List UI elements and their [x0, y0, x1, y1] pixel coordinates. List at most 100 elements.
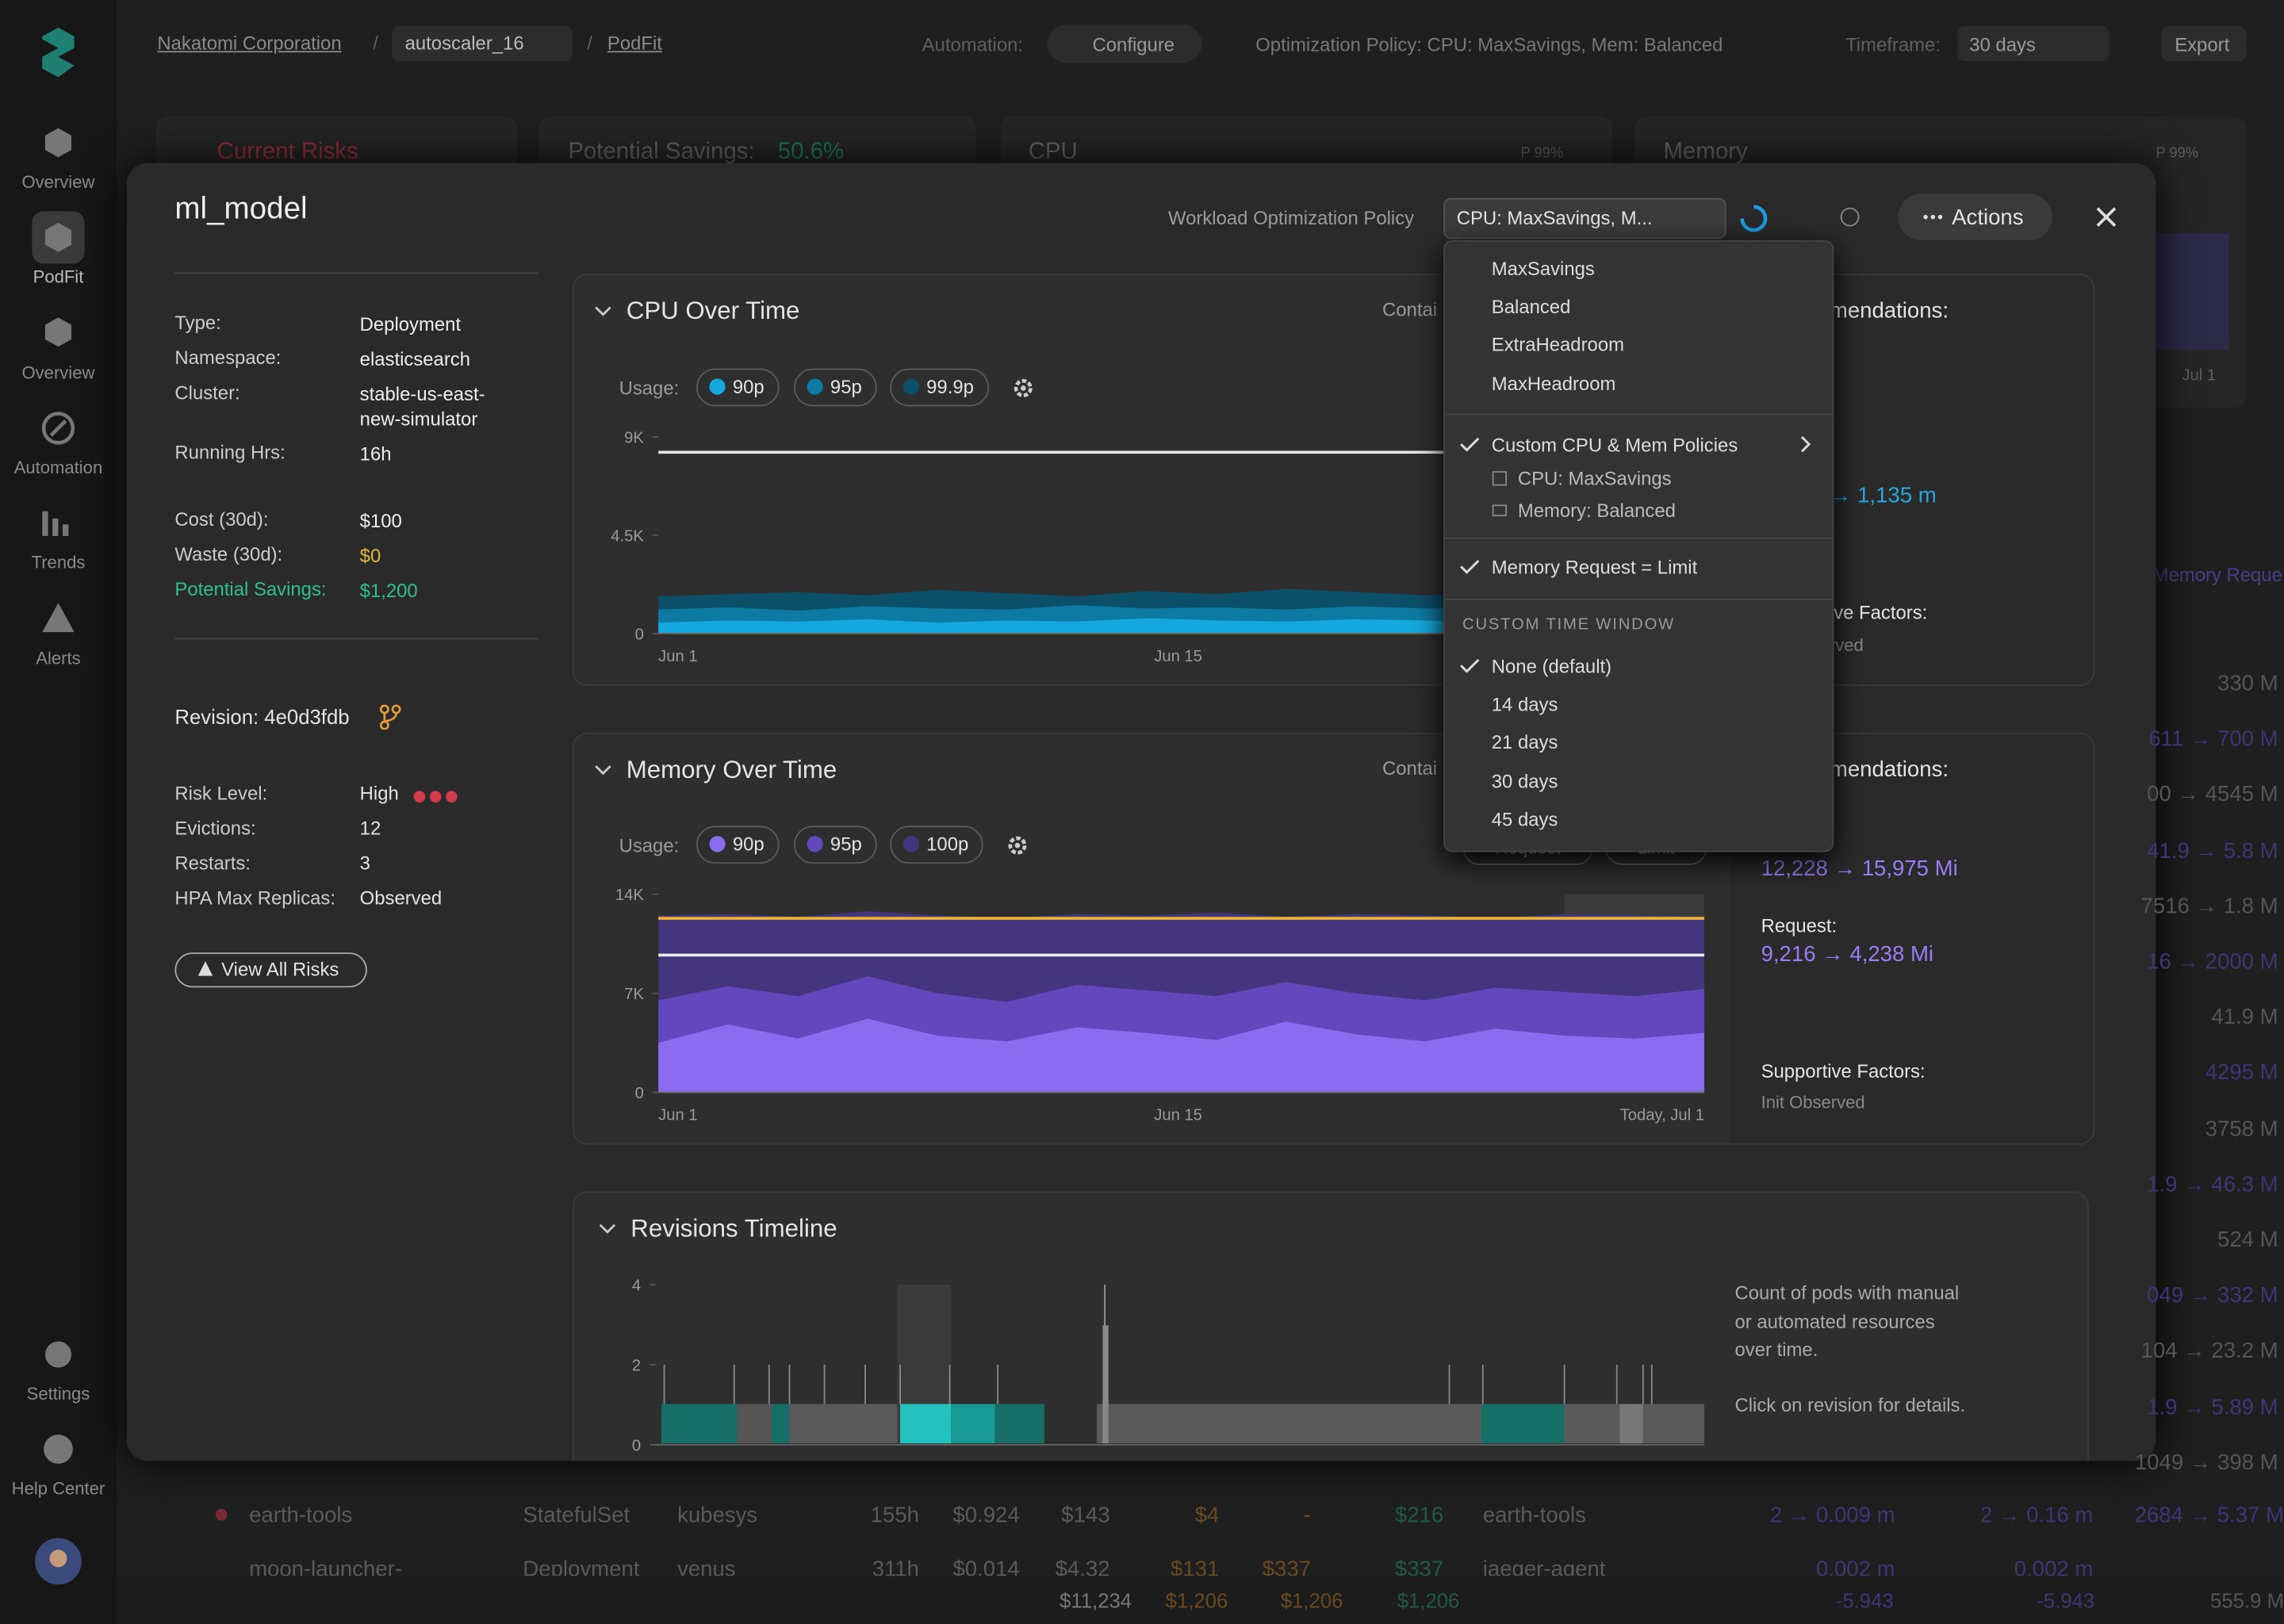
bg-cell: 41.9 → 5.8 M [2147, 838, 2278, 864]
x-tick-label: Jun 15 [1154, 648, 1202, 665]
dropdown-item[interactable]: 30 days [1491, 769, 1558, 792]
nav-label[interactable]: Overview [21, 362, 95, 384]
dropdown-item[interactable]: Balanced [1491, 296, 1571, 318]
bg-cell: StatefulSet [523, 1503, 630, 1528]
usage-label: Usage: [619, 377, 680, 400]
y-tick-label: 4 [632, 1277, 641, 1294]
timeframe[interactable]: 30 days [1969, 33, 2036, 56]
dropdown-item[interactable]: 45 days [1491, 807, 1558, 830]
usage-label: Usage: [619, 834, 680, 856]
detail-value: elasticsearch [359, 347, 471, 370]
dropdown-item[interactable]: Memory Request = Limit [1491, 556, 1698, 579]
x-tick-label: Jun 15 [1154, 1106, 1202, 1124]
bg-cell: 4295 M [2205, 1060, 2278, 1086]
risk-label: HPA Max Replicas: [174, 887, 335, 910]
close[interactable] [2094, 205, 2117, 228]
risk-value: Observed [359, 887, 443, 910]
detail-label: Waste (30d): [174, 543, 283, 565]
legend-chip[interactable]: 90p [696, 825, 780, 864]
risk-value: 12 [359, 817, 381, 839]
dropdown-header: CUSTOM TIME WINDOW [1462, 615, 1676, 634]
dropdown-item[interactable]: None (default) [1491, 655, 1612, 678]
select[interactable] [392, 26, 573, 62]
avatar[interactable] [26, 1538, 90, 1585]
dropdown-item[interactable]: 14 days [1491, 693, 1558, 716]
y-tick-label: 0 [635, 626, 644, 643]
y-tick-label: 9K [624, 429, 644, 446]
nav-label[interactable]: Automation [13, 457, 103, 478]
policy-select[interactable] [1443, 197, 1726, 239]
dropdown-subitem: Memory: Balanced [1517, 499, 1676, 522]
breadcrumb[interactable]: PodFit [607, 32, 662, 54]
y-tick-label: 0 [635, 1085, 644, 1102]
risk-label: Risk Level: [174, 782, 268, 804]
recommendation: → 1,135 m [1829, 483, 1937, 509]
cpu-chart: 0 4.5K 9K Jun 1 Jun 15 [611, 429, 1704, 665]
bg-cell: 611 → 700 M [2148, 726, 2278, 753]
dropdown-subitem: CPU: MaxSavings [1517, 467, 1672, 490]
legend-chip[interactable]: 100p [890, 825, 983, 864]
bg-total: -5.943 [1835, 1588, 1894, 1613]
configure[interactable]: Configure [1092, 33, 1175, 56]
legend-dot [709, 378, 726, 395]
nav-label[interactable]: Help Center [11, 1478, 105, 1499]
detail-value: $1,200 [359, 580, 418, 602]
bg-cell: 2 → 0.009 m [1769, 1503, 1895, 1528]
y-tick-label: 4.5K [611, 527, 644, 545]
policy: Optimization Policy: CPU: MaxSavings, Me… [1255, 33, 1723, 56]
select[interactable] [1957, 26, 2110, 62]
card-title: Potential Savings: [568, 140, 755, 165]
card-title: CPU [1028, 140, 1078, 165]
detail-value: 16h [359, 442, 392, 465]
nav-label[interactable]: Settings [26, 1383, 90, 1404]
bg-cell: 7516 → 1.8 M [2140, 894, 2278, 919]
bg-total: $1,206 [1397, 1588, 1460, 1613]
dropdown-item[interactable]: Custom CPU & Mem Policies [1491, 434, 1738, 456]
legend-chip[interactable]: 95p [794, 825, 877, 864]
actions[interactable]: Actions [1952, 205, 2024, 231]
bg-cell: earth-tools [1482, 1503, 1586, 1528]
bg-cell: 00 → 4545 M [2147, 783, 2278, 808]
revision: Revision: 4e0d3fdb [174, 704, 350, 729]
detail-label: Running Hrs: [174, 441, 286, 464]
bg-cell: earth-tools [249, 1503, 353, 1528]
panel-title: Memory Over Time [626, 756, 837, 784]
dropdown-item[interactable]: MaxSavings [1491, 258, 1595, 280]
legend-chip[interactable]: 95p [794, 368, 877, 407]
x-tick-label: Jun 1 [658, 648, 697, 665]
bg-cell: kubesys [677, 1503, 758, 1528]
export[interactable]: Export [2175, 33, 2230, 56]
breadcrumb[interactable]: autoscaler_16 [404, 32, 524, 54]
button-bg[interactable] [2161, 26, 2247, 62]
view-risks[interactable]: View All Risks [221, 958, 339, 981]
bg-cell: $216 [1394, 1503, 1444, 1528]
nav-label[interactable]: Overview [21, 171, 95, 193]
legend-chip[interactable]: 90p [696, 368, 780, 407]
policy-value[interactable]: CPU: MaxSavings, M... [1456, 206, 1653, 229]
bg-chart [2156, 232, 2229, 350]
breadcrumb[interactable]: Nakatomi Corporation [157, 32, 342, 54]
legend-dot [807, 378, 823, 395]
dropdown-item[interactable]: MaxHeadroom [1491, 372, 1616, 394]
dropdown-item[interactable]: ExtraHeadroom [1491, 334, 1625, 356]
revisions-note: Count of pods with manual or automated re… [1735, 1279, 2026, 1364]
view-risks-button[interactable] [174, 952, 367, 988]
nav-label[interactable]: Alerts [36, 648, 81, 669]
recommendation: ive Factors: [1829, 601, 1928, 624]
dropdown-item[interactable]: 21 days [1491, 731, 1558, 754]
bg-cell: 524 M [2217, 1228, 2278, 1253]
nav-label[interactable]: Trends [31, 552, 86, 573]
note-line: Count of pods with manual [1734, 1281, 1960, 1304]
card-value: 50.6% [777, 140, 845, 165]
nav-label[interactable]: PodFit [33, 266, 84, 287]
button-bg[interactable] [1047, 25, 1202, 63]
recommendation: 12,228 → 15,975 Mi [1761, 856, 1958, 882]
bg-cell: 2 → 0.16 m [1979, 1503, 2094, 1528]
y-tick-label: 0 [632, 1437, 641, 1454]
detail-label: Potential Savings: [174, 578, 327, 600]
risk-label: Restarts: [174, 852, 251, 875]
legend-chip[interactable]: 99.9p [890, 368, 989, 407]
note-line: over time. [1734, 1338, 1818, 1361]
y-tick-label: 2 [632, 1357, 641, 1374]
bg-total: $1,206 [1165, 1588, 1228, 1613]
